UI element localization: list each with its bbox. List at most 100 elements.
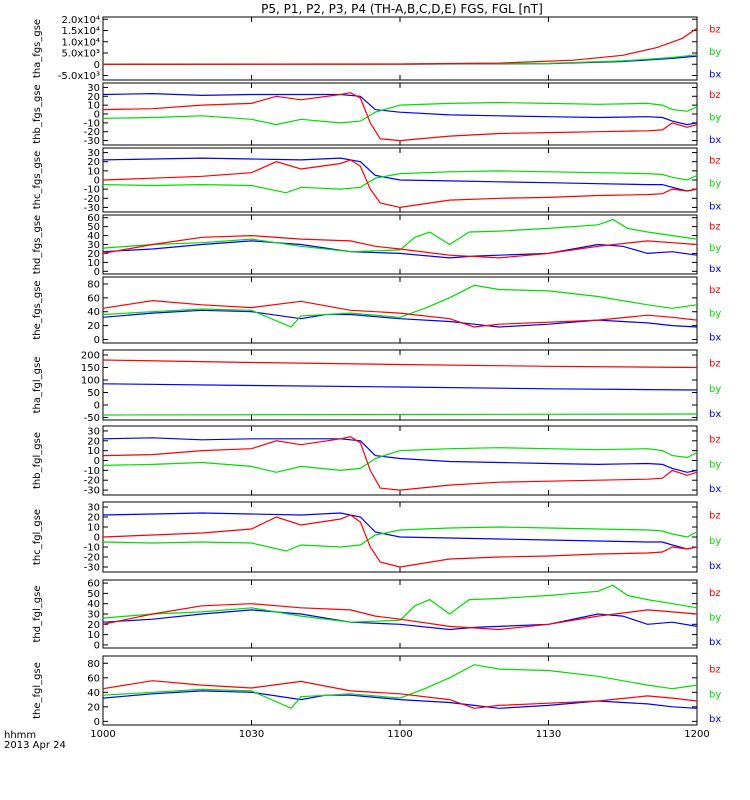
series-by [103,584,697,623]
legend-bz: bz [709,511,721,522]
y-tick-label: 20 [87,157,100,168]
series-by [103,218,697,253]
x-tick-label: 1000 [90,729,115,740]
series-bx [103,55,697,65]
series-bx [103,240,697,259]
y-tick-label: 80 [87,659,100,670]
legend-by: by [709,536,721,547]
series-bx [103,157,697,192]
series-bz [103,234,697,259]
legend-bz: bz [709,359,721,370]
panel-ylabel: tha_fgs_gse [32,19,43,78]
legend-by: by [709,112,721,123]
y-tick-label: 0 [94,335,100,346]
y-tick-label: 0 [94,401,100,412]
series-bz [103,92,697,142]
y-tick-label: 0 [94,640,100,651]
panel-ylabel: the_fgl_gse [32,662,43,719]
y-tick-label: 10 [87,630,100,641]
legend-bx: bx [709,637,721,648]
y-tick-label: 200 [81,351,100,362]
legend-by: by [709,689,721,700]
y-tick-label: 20 [87,249,100,260]
series-by [103,447,697,473]
panel-ylabel: thd_fgl_gse [32,586,43,643]
x-axis: 1000 1030 1100 1130 1200 [90,729,709,740]
legend-by: by [709,309,721,320]
legend-bz: bz [709,156,721,167]
legend-bz: bz [709,664,721,675]
legend-bx: bx [709,714,721,725]
legend-bz: bz [709,24,721,35]
series-by [103,526,697,552]
y-tick-label: 20 [87,620,100,631]
y-tick-label: 2.0x10⁴ [61,15,100,26]
legend-bz: bz [709,434,721,445]
legend-bx: bx [709,484,721,495]
y-tick-label: 30 [87,503,100,514]
y-tick-label: 150 [81,363,100,374]
panel-ylabel: thd_fgs_gse [32,215,43,274]
y-tick-label: 30 [87,426,100,437]
legend-bx: bx [709,561,721,572]
panel-frame [102,82,698,146]
legend-bx: bx [709,135,721,146]
series-bz [103,436,697,491]
series-by [103,284,697,328]
y-tick-label: -10 [84,543,100,554]
y-tick-label: 0 [94,533,100,544]
y-tick-label: 20 [87,92,100,103]
panel-frame [102,16,698,81]
y-tick-label: 60 [87,293,100,304]
y-tick-label: 60 [87,213,100,224]
y-tick-label: 50 [87,222,100,233]
x-tick-label: 1200 [684,729,709,740]
y-tick-label: 50 [87,388,100,399]
y-tick-label: 20 [87,321,100,332]
y-tick-label: 30 [87,83,100,94]
legend-by: by [709,459,721,470]
series-bx [103,609,697,631]
y-tick-label: -30 [84,136,100,147]
series-bx [103,92,697,126]
y-tick-label: -10 [84,185,100,196]
y-tick-label: 30 [87,610,100,621]
legend-bx: bx [709,202,721,213]
x-tick-label: 1030 [239,729,264,740]
series-by [103,413,697,416]
y-tick-label: 0 [94,717,100,728]
y-tick-label: 0 [94,60,100,71]
y-tick-label: 80 [87,279,100,290]
y-tick-label: 20 [87,702,100,713]
y-tick-label: 30 [87,148,100,159]
legend-bx: bx [709,264,721,275]
y-tick-label: 5.0x10³ [61,49,100,60]
x-tick-label: 1100 [387,729,412,740]
series-bx [103,309,697,328]
legend-bz: bz [709,588,721,599]
y-tick-label: 100 [81,376,100,387]
y-tick-label: 60 [87,673,100,684]
y-tick-label: 30 [87,240,100,251]
legend-bz: bz [709,90,721,101]
y-tick-label: 50 [87,589,100,600]
y-tick-label: -20 [84,553,100,564]
legend-by: by [709,384,721,395]
panel-ylabel: thc_fgl_gse [32,509,43,565]
panel-ylabel: thb_fgl_gse [32,432,43,489]
legend-by: by [709,243,721,254]
y-tick-label: -10 [84,118,100,129]
y-tick-label: 0 [94,110,100,121]
chart-title: P5, P1, P2, P3, P4 (TH-A,B,C,D,E) FGS, F… [261,2,543,16]
panel-ylabel: the_fgs_gse [32,280,43,339]
y-tick-label: 1.0x10⁴ [61,37,100,48]
y-tick-label: 0 [94,456,100,467]
y-tick-label: 0 [94,267,100,278]
panel-frame [102,579,698,649]
panels-group: -5.0x10³05.0x10³1.0x10⁴1.5x10⁴2.0x10⁴tha… [32,15,721,728]
y-tick-label: -30 [84,563,100,574]
